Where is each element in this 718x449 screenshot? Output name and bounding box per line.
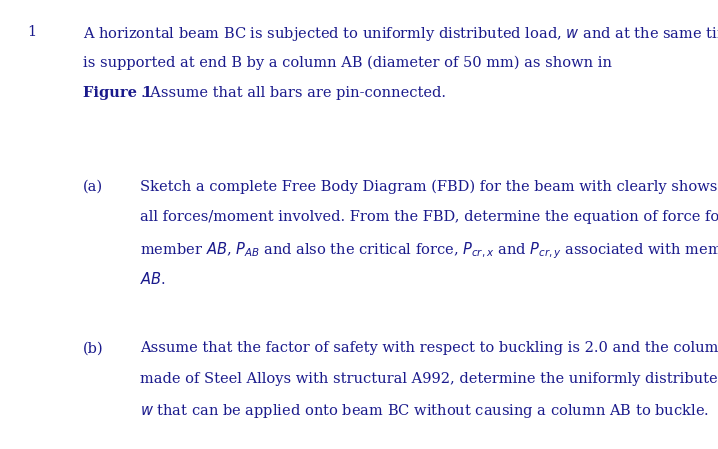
Text: $AB$.: $AB$. [140, 271, 166, 287]
Text: all forces/moment involved. From the FBD, determine the equation of force for: all forces/moment involved. From the FBD… [140, 210, 718, 224]
Text: A horizontal beam BC is subjected to uniformly distributed load, $w$ and at the : A horizontal beam BC is subjected to uni… [83, 25, 718, 43]
Text: 1: 1 [27, 25, 37, 39]
Text: made of Steel Alloys with structural A992, determine the uniformly distributed l: made of Steel Alloys with structural A99… [140, 372, 718, 386]
Text: Assume that the factor of safety with respect to buckling is 2.0 and the column : Assume that the factor of safety with re… [140, 341, 718, 355]
Text: member $AB$, $P_{AB}$ and also the critical force, $P_{cr,x}$ and $P_{cr,y}$ ass: member $AB$, $P_{AB}$ and also the criti… [140, 241, 718, 261]
Text: $w$ that can be applied onto beam BC without causing a column AB to buckle.: $w$ that can be applied onto beam BC wit… [140, 402, 709, 420]
Text: . Assume that all bars are pin-connected.: . Assume that all bars are pin-connected… [141, 86, 447, 100]
Text: Sketch a complete Free Body Diagram (FBD) for the beam with clearly shows the: Sketch a complete Free Body Diagram (FBD… [140, 180, 718, 194]
Text: (b): (b) [83, 341, 103, 355]
Text: is supported at end B by a column AB (diameter of 50 mm) as shown in: is supported at end B by a column AB (di… [83, 55, 612, 70]
Text: Figure 1: Figure 1 [83, 86, 152, 100]
Text: (a): (a) [83, 180, 103, 194]
